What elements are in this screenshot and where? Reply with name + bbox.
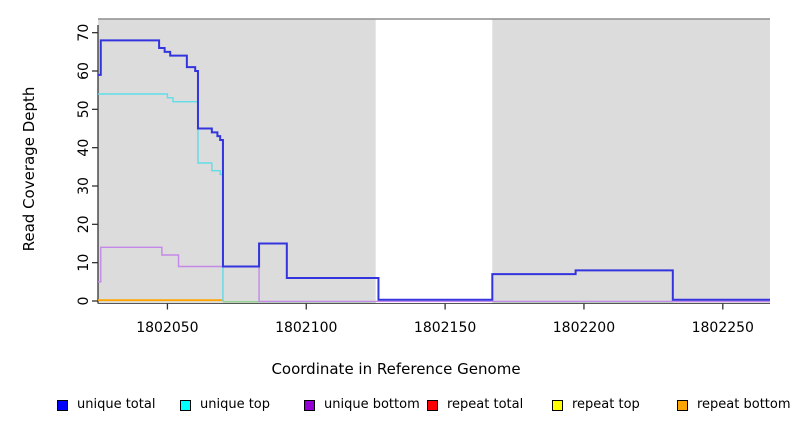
x-tick-label: 1802150: [414, 320, 476, 336]
y-tick-label: 40: [76, 139, 92, 157]
shaded-region: [98, 19, 376, 304]
legend-label: unique top: [200, 397, 271, 412]
legend-label: unique total: [77, 397, 156, 412]
legend-label: repeat total: [447, 397, 524, 412]
x-axis-title: Coordinate in Reference Genome: [271, 360, 521, 378]
legend-item-repeat-top: repeat top: [552, 397, 640, 413]
series-unique-top: [98, 93, 224, 302]
y-tick-label: 70: [76, 24, 92, 42]
legend-swatch-icon: [57, 399, 68, 411]
series-unique-bottom: [98, 246, 770, 303]
coverage-plot: 0 10 20 30 40 50 60 70 1802050 1802100 1802150 1802…: [76, 18, 770, 336]
legend-item-repeat-bottom: repeat bottom: [677, 397, 791, 413]
legend-swatch-icon: [180, 399, 191, 411]
legend-item-unique-top: unique top: [180, 397, 270, 413]
legend-label: unique bottom: [324, 397, 420, 412]
x-tick-label: 1802200: [553, 320, 615, 336]
series-unique-total: [98, 39, 770, 301]
legend-item-unique-bottom: unique bottom: [304, 397, 420, 413]
legend-item-repeat-total: repeat total: [427, 397, 523, 413]
legend-item-unique-total: unique total: [57, 397, 155, 413]
x-tick-label: 1802100: [275, 320, 337, 336]
y-tick-label: 10: [76, 254, 92, 272]
legend-swatch-icon: [304, 399, 315, 411]
legend-label: repeat bottom: [697, 397, 791, 412]
legend-swatch-icon: [427, 399, 438, 411]
legend: unique total unique top unique bottom repea…: [0, 397, 792, 419]
legend-label: repeat top: [572, 397, 640, 412]
legend-swatch-icon: [552, 399, 563, 411]
shaded-region: [492, 19, 770, 304]
y-tick-label: 50: [76, 100, 92, 118]
y-axis-title: Read Coverage Depth: [20, 86, 38, 252]
legend-swatch-icon: [677, 399, 688, 411]
x-tick-label: 1802050: [136, 320, 198, 336]
x-tick-label: 1802250: [692, 320, 754, 336]
y-tick-label: 30: [76, 177, 92, 195]
y-tick-label: 0: [76, 297, 92, 306]
y-tick-label: 20: [76, 215, 92, 233]
y-tick-label: 60: [76, 62, 92, 80]
